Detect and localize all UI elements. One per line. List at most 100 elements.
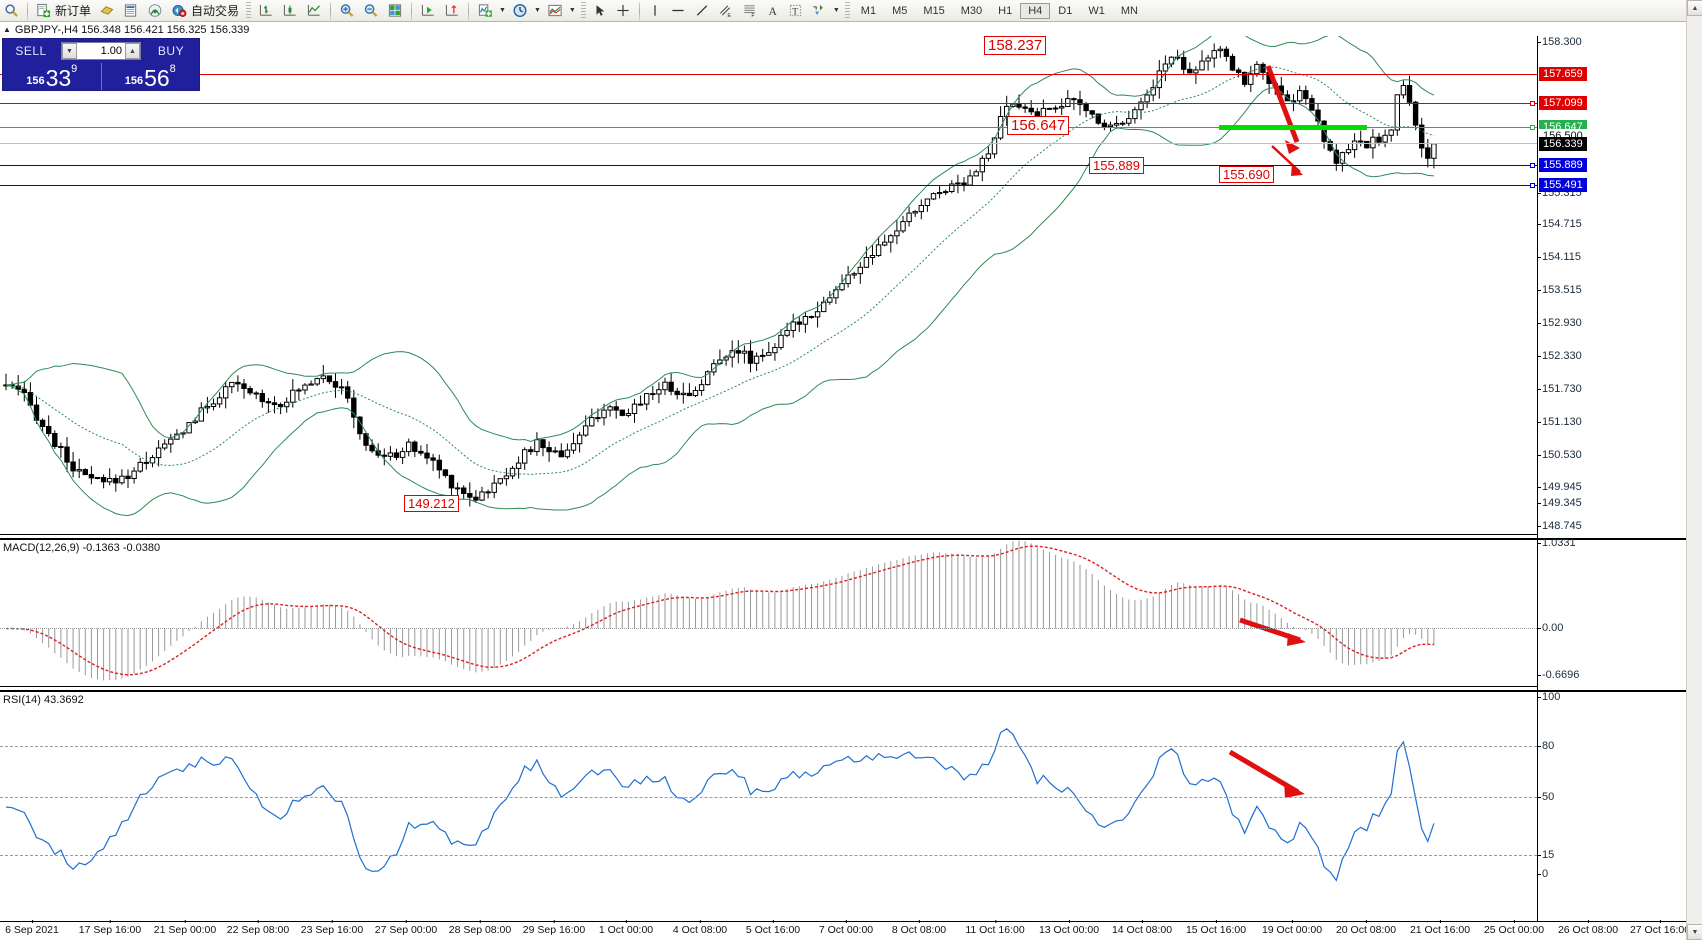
price-chip-157.099[interactable]: 157.099 bbox=[1539, 96, 1587, 110]
time-label-27-Oct-16-00: 27 Oct 16:00 bbox=[1629, 920, 1691, 936]
annotation-156.647[interactable]: 156.647 bbox=[1007, 116, 1070, 135]
sell-button[interactable]: SELL bbox=[15, 44, 47, 58]
level-line-155.491[interactable] bbox=[0, 185, 1537, 186]
autotrading-label: 自动交易 bbox=[191, 4, 240, 18]
price-chip-155.889[interactable]: 155.889 bbox=[1539, 158, 1587, 172]
annotation-149.212[interactable]: 149.212 bbox=[404, 495, 459, 512]
time-axis-line bbox=[0, 921, 1702, 922]
rsi-tick-100: 100 bbox=[1536, 691, 1561, 703]
price-chart-pane[interactable] bbox=[0, 36, 1702, 534]
timeframe-m30[interactable]: M30 bbox=[960, 4, 983, 17]
autotrading-button[interactable]: 自动交易 bbox=[167, 1, 243, 21]
level-handle-156.647[interactable] bbox=[1530, 125, 1535, 130]
symbols-icon[interactable] bbox=[95, 1, 119, 21]
volume-value: 1.00 bbox=[100, 45, 122, 57]
zoom-out-icon[interactable] bbox=[359, 1, 383, 21]
level-line-157.099[interactable] bbox=[0, 103, 1537, 104]
buy-button[interactable]: BUY bbox=[157, 44, 185, 58]
price-tick-149.945: 149.945 bbox=[1537, 481, 1582, 493]
annotation-155.690[interactable]: 155.690 bbox=[1219, 166, 1274, 183]
trendline-icon[interactable] bbox=[690, 1, 714, 21]
rsi-pane[interactable]: RSI(14) 43.3692 bbox=[0, 690, 1702, 922]
text-label-icon[interactable]: T bbox=[784, 1, 807, 21]
toolbar-separator-2 bbox=[330, 1, 332, 20]
crosshair-icon[interactable] bbox=[611, 1, 635, 21]
macd-pane[interactable]: MACD(12,26,9) -0.1363 -0.0380 bbox=[0, 538, 1702, 686]
timeframe-d1[interactable]: D1 bbox=[1058, 4, 1073, 17]
vertical-line-icon[interactable] bbox=[644, 1, 666, 21]
new-order-button[interactable]: 新订单 bbox=[32, 1, 95, 21]
period-clock-icon[interactable] bbox=[508, 1, 532, 21]
time-label-27-Sep-00-00: 27 Sep 00:00 bbox=[374, 920, 438, 936]
level-handle-155.491[interactable] bbox=[1530, 183, 1535, 188]
navigator-icon[interactable] bbox=[143, 1, 167, 21]
indicators-icon[interactable] bbox=[473, 1, 497, 21]
toolbar-grip[interactable] bbox=[246, 2, 252, 19]
chart-collapse-icon[interactable]: ▲ bbox=[3, 25, 11, 34]
timeframe-h4[interactable]: H4 bbox=[1020, 2, 1051, 19]
zoom-in-icon[interactable] bbox=[335, 1, 359, 21]
price-tick-148.745: 148.745 bbox=[1537, 520, 1582, 532]
timeframe-m15[interactable]: M15 bbox=[923, 4, 945, 17]
indicators-dropdown-caret[interactable]: ▼ bbox=[499, 7, 506, 14]
shift-end-icon[interactable] bbox=[416, 1, 440, 21]
toolbar-grip-3[interactable] bbox=[844, 2, 850, 19]
one-click-trading-panel[interactable]: SELL ▼ 1.00 ▲ BUY 156 33 9 156 56 8 bbox=[2, 38, 200, 91]
buy-price-big: 56 bbox=[144, 65, 170, 91]
cursor-arrow-icon[interactable] bbox=[589, 1, 611, 21]
scroll-down-button[interactable]: ▼ bbox=[1687, 924, 1702, 940]
sell-price[interactable]: 156 33 9 bbox=[3, 63, 101, 90]
equidistant-channel-icon[interactable]: E bbox=[714, 1, 738, 21]
text-tool-icon[interactable]: A bbox=[762, 1, 784, 21]
scroll-up-button[interactable]: ▲ bbox=[1687, 0, 1702, 16]
price-chip-155.491[interactable]: 155.491 bbox=[1539, 178, 1587, 192]
period-dropdown-caret[interactable]: ▼ bbox=[533, 7, 541, 14]
templates-dropdown-caret[interactable]: ▼ bbox=[568, 7, 576, 14]
vertical-scrollbar[interactable]: ▲ ▼ bbox=[1686, 0, 1702, 940]
arrows-dropdown-caret[interactable]: ▼ bbox=[832, 7, 840, 14]
sell-price-sup: 9 bbox=[71, 63, 78, 75]
timeframe-m1[interactable]: M1 bbox=[860, 4, 877, 17]
level-line-155.889[interactable] bbox=[0, 165, 1537, 166]
rsi-tick-15: 15 bbox=[1536, 849, 1555, 861]
level-line-157.659[interactable] bbox=[0, 74, 1537, 75]
line-chart-icon[interactable] bbox=[302, 1, 326, 21]
fibonacci-icon[interactable]: F bbox=[738, 1, 762, 21]
volume-increase-button[interactable]: ▲ bbox=[125, 43, 140, 59]
time-label-17-Sep-16-00: 17 Sep 16:00 bbox=[78, 920, 142, 936]
toolbar-grip-2[interactable] bbox=[580, 2, 586, 19]
timeframe-w1[interactable]: W1 bbox=[1088, 4, 1105, 17]
pane-divider-macd-rsi bbox=[0, 686, 1537, 687]
svg-text:E: E bbox=[727, 13, 731, 18]
level-line-156.339[interactable] bbox=[0, 143, 1537, 144]
main-toolbar: 新订单 自动交易 ▼ ▼ bbox=[0, 0, 1702, 22]
annotation-155.889[interactable]: 155.889 bbox=[1089, 157, 1144, 174]
chart-title-text: GBPJPY-,H4 156.348 156.421 156.325 156.3… bbox=[14, 23, 250, 36]
volume-input[interactable]: ▼ 1.00 ▲ bbox=[61, 42, 141, 60]
bar-chart-icon[interactable] bbox=[254, 1, 278, 21]
level-line-156.647[interactable] bbox=[0, 127, 1537, 128]
zoom-search-icon[interactable] bbox=[0, 1, 23, 21]
auto-scroll-icon[interactable] bbox=[440, 1, 464, 21]
time-label-21-Sep-00-00: 21 Sep 00:00 bbox=[153, 920, 217, 936]
time-label-15-Oct-16-00: 15 Oct 16:00 bbox=[1185, 920, 1247, 936]
price-tick-152.330: 152.330 bbox=[1537, 350, 1582, 362]
time-label-5-Oct-16-00: 5 Oct 16:00 bbox=[745, 920, 801, 936]
templates-icon[interactable] bbox=[543, 1, 567, 21]
price-chip-157.659[interactable]: 157.659 bbox=[1539, 67, 1587, 81]
timeframe-h1[interactable]: H1 bbox=[998, 4, 1013, 17]
timeframe-mn[interactable]: MN bbox=[1120, 4, 1138, 17]
buy-price[interactable]: 156 56 8 bbox=[102, 63, 200, 90]
candlestick-chart-icon[interactable] bbox=[278, 1, 302, 21]
annotation-158.237[interactable]: 158.237 bbox=[984, 36, 1047, 55]
price-chip-156.339[interactable]: 156.339 bbox=[1539, 137, 1587, 151]
timeframe-m5[interactable]: M5 bbox=[892, 4, 908, 17]
tile-windows-icon[interactable] bbox=[383, 1, 407, 21]
level-handle-157.099[interactable] bbox=[1530, 101, 1535, 106]
level-handle-155.889[interactable] bbox=[1530, 163, 1535, 168]
horizontal-line-icon[interactable] bbox=[666, 1, 690, 21]
rsi-tick-50: 50 bbox=[1536, 791, 1555, 803]
data-window-icon[interactable] bbox=[119, 1, 143, 21]
arrows-tool-icon[interactable] bbox=[807, 1, 831, 21]
volume-decrease-button[interactable]: ▼ bbox=[62, 43, 77, 59]
